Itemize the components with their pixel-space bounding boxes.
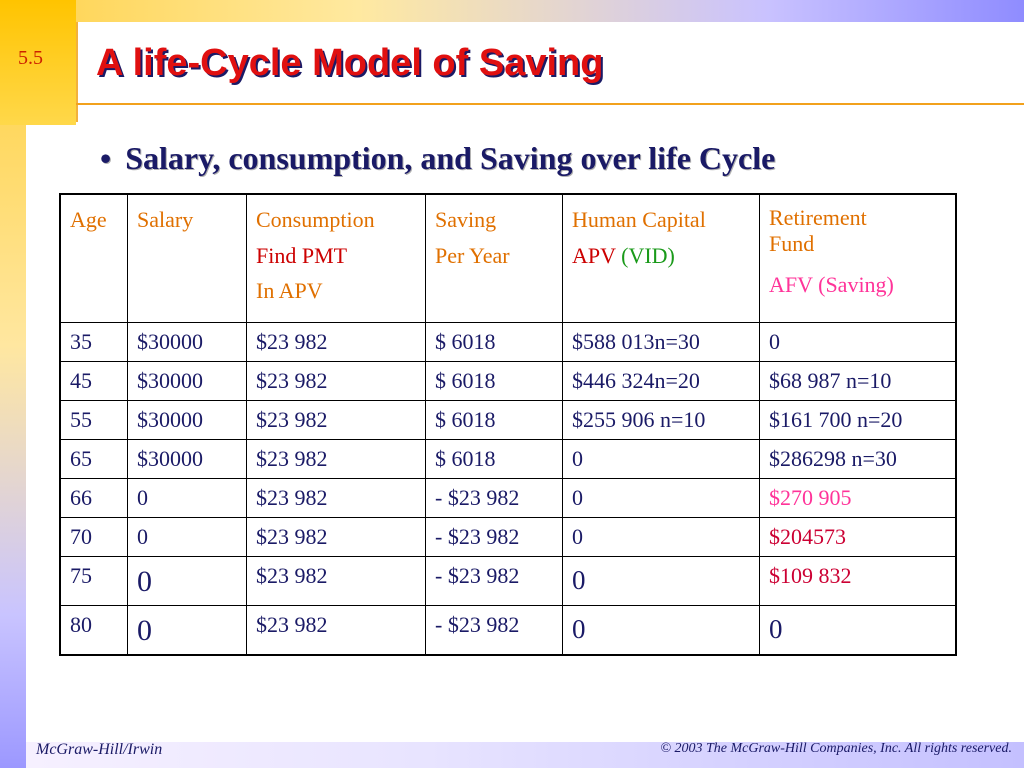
header-human-capital-title: Human Capital xyxy=(572,207,706,232)
cell-saving: - $23 982 xyxy=(425,605,563,656)
header-consumption: Consumption Find PMT In APV xyxy=(246,193,426,324)
slide-title: A life-Cycle Model of Saving xyxy=(96,42,604,84)
cell-salary: 0 xyxy=(127,517,247,558)
header-human-capital: Human Capital APV (VID) xyxy=(562,193,760,324)
table-row: 65 $30000 $23 982 $ 6018 0 $286298 n=30 xyxy=(59,439,957,480)
cell-human-capital: 0 xyxy=(562,556,760,607)
footer-copyright: © 2003 The McGraw-Hill Companies, Inc. A… xyxy=(660,741,1012,756)
cell-age: 66 xyxy=(59,478,128,519)
cell-salary: $30000 xyxy=(127,322,247,363)
cell-age: 55 xyxy=(59,400,128,441)
cell-human-capital: $588 013n=30 xyxy=(562,322,760,363)
cell-retirement: $204573 xyxy=(759,517,957,558)
cell-consumption: $23 982 xyxy=(246,361,426,402)
title-underline-rule xyxy=(76,103,1024,105)
cell-retirement: $270 905 xyxy=(759,478,957,519)
cell-consumption: $23 982 xyxy=(246,605,426,656)
cell-human-capital: 0 xyxy=(562,517,760,558)
cell-age: 75 xyxy=(59,556,128,607)
header-saving-line-2: Per Year xyxy=(435,242,510,268)
table-row: 75 0 $23 982 - $23 982 0 $109 832 xyxy=(59,556,957,607)
life-cycle-table: Age Salary Consumption Find PMT In APV S… xyxy=(59,193,957,657)
bullet-marker: • xyxy=(100,140,112,176)
cell-consumption: $23 982 xyxy=(246,556,426,607)
cell-consumption: $23 982 xyxy=(246,322,426,363)
top-decorative-band xyxy=(0,0,1024,22)
header-consumption-line-2: Find PMT xyxy=(256,242,348,268)
table-row: 70 0 $23 982 - $23 982 0 $204573 xyxy=(59,517,957,558)
title-vertical-rule xyxy=(76,22,78,122)
cell-retirement: $109 832 xyxy=(759,556,957,607)
cell-saving: $ 6018 xyxy=(425,322,563,363)
cell-saving: - $23 982 xyxy=(425,517,563,558)
footer-band xyxy=(26,742,1024,768)
header-vid: (VID) xyxy=(621,242,675,268)
header-saving: Saving Per Year xyxy=(425,193,563,324)
cell-human-capital: $446 324n=20 xyxy=(562,361,760,402)
cell-age: 45 xyxy=(59,361,128,402)
table-row: 35 $30000 $23 982 $ 6018 $588 013n=30 0 xyxy=(59,322,957,363)
cell-consumption: $23 982 xyxy=(246,439,426,480)
header-retirement-fund: Retirement Fund AFV (Saving) xyxy=(759,193,957,324)
header-salary: Salary xyxy=(127,193,247,324)
cell-salary: 0 xyxy=(127,478,247,519)
left-decorative-band xyxy=(0,0,26,768)
corner-accent-box xyxy=(0,0,76,125)
cell-saving: $ 6018 xyxy=(425,439,563,480)
cell-saving: - $23 982 xyxy=(425,478,563,519)
header-consumption-line-3: In APV xyxy=(256,278,323,304)
cell-consumption: $23 982 xyxy=(246,478,426,519)
header-saving-line-1: Saving xyxy=(435,207,497,232)
bullet-point: • Salary, consumption, and Saving over li… xyxy=(100,140,775,177)
cell-retirement: 0 xyxy=(759,605,957,656)
table-row: 55 $30000 $23 982 $ 6018 $255 906 n=10 $… xyxy=(59,400,957,441)
header-human-capital-apv-line: APV (VID) xyxy=(572,241,750,271)
cell-salary: $30000 xyxy=(127,361,247,402)
cell-human-capital: $255 906 n=10 xyxy=(562,400,760,441)
cell-age: 35 xyxy=(59,322,128,363)
cell-salary: $30000 xyxy=(127,400,247,441)
cell-human-capital: 0 xyxy=(562,478,760,519)
table-row: 66 0 $23 982 - $23 982 0 $270 905 xyxy=(59,478,957,519)
cell-human-capital: 0 xyxy=(562,439,760,480)
cell-age: 70 xyxy=(59,517,128,558)
cell-salary: $30000 xyxy=(127,439,247,480)
cell-saving: $ 6018 xyxy=(425,400,563,441)
bullet-text: Salary, consumption, and Saving over lif… xyxy=(125,140,776,176)
cell-retirement: 0 xyxy=(759,322,957,363)
table-row: 45 $30000 $23 982 $ 6018 $446 324n=20 $6… xyxy=(59,361,957,402)
cell-saving: - $23 982 xyxy=(425,556,563,607)
header-consumption-line-1: Consumption xyxy=(256,207,375,232)
cell-retirement: $68 987 n=10 xyxy=(759,361,957,402)
cell-salary: 0 xyxy=(127,605,247,656)
header-age: Age xyxy=(59,193,128,324)
header-retirement-title-1: Retirement xyxy=(769,205,867,230)
table-header-row: Age Salary Consumption Find PMT In APV S… xyxy=(59,193,957,324)
header-afv: AFV (Saving) xyxy=(769,271,894,297)
slide-number: 5.5 xyxy=(18,47,43,69)
header-apv: APV xyxy=(572,242,616,268)
cell-saving: $ 6018 xyxy=(425,361,563,402)
cell-consumption: $23 982 xyxy=(246,517,426,558)
footer-publisher: McGraw-Hill/Irwin xyxy=(36,741,163,758)
cell-retirement: $161 700 n=20 xyxy=(759,400,957,441)
header-retirement-title-2: Fund xyxy=(769,231,815,257)
cell-human-capital: 0 xyxy=(562,605,760,656)
table-row: 80 0 $23 982 - $23 982 0 0 xyxy=(59,605,957,656)
cell-age: 65 xyxy=(59,439,128,480)
cell-consumption: $23 982 xyxy=(246,400,426,441)
cell-retirement: $286298 n=30 xyxy=(759,439,957,480)
cell-age: 80 xyxy=(59,605,128,656)
cell-salary: 0 xyxy=(127,556,247,607)
